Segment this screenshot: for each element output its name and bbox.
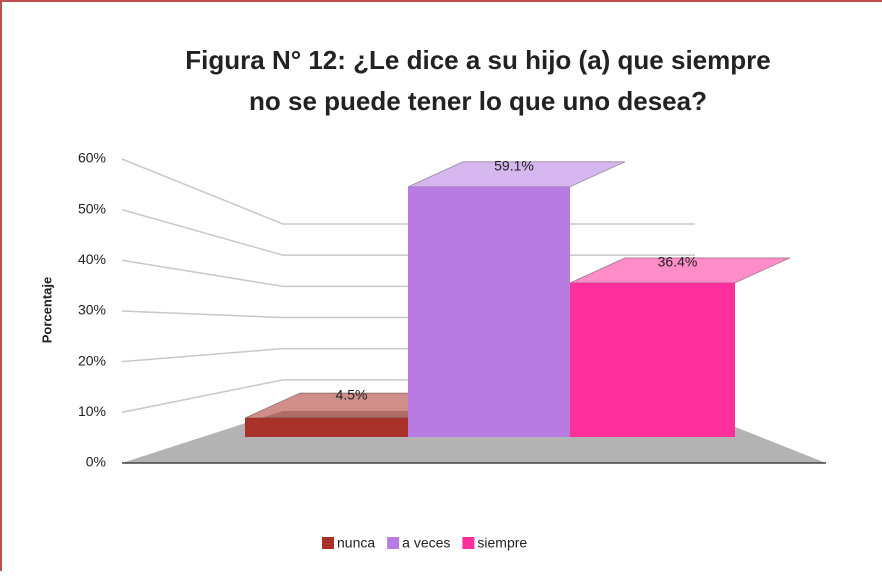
legend-swatch — [387, 537, 400, 549]
value-label: 4.5% — [336, 387, 368, 403]
y-axis-label: Porcentaje — [39, 277, 54, 343]
legend-label: a veces — [402, 535, 450, 551]
y-tick-label: 40% — [78, 251, 106, 267]
legend-swatch — [462, 537, 475, 549]
y-tick-label: 0% — [86, 454, 106, 470]
y-tick-label: 20% — [78, 352, 106, 368]
chart-subtitle: no se puede tener lo que uno desea? — [249, 86, 707, 116]
y-tick-label: 50% — [78, 200, 106, 216]
bar — [570, 282, 735, 437]
legend-label: siempre — [477, 535, 527, 551]
chart-title: Figura N° 12: ¿Le dice a su hijo (a) que… — [185, 45, 770, 75]
legend-swatch — [322, 537, 334, 549]
y-tick-label: 30% — [78, 302, 106, 318]
value-label: 36.4% — [658, 254, 698, 270]
value-label: 59.1% — [494, 158, 534, 174]
y-tick-label: 60% — [78, 150, 106, 166]
y-tick-label: 10% — [78, 403, 106, 419]
bar — [408, 186, 570, 437]
legend-label: nunca — [337, 535, 375, 551]
bar — [245, 417, 408, 437]
